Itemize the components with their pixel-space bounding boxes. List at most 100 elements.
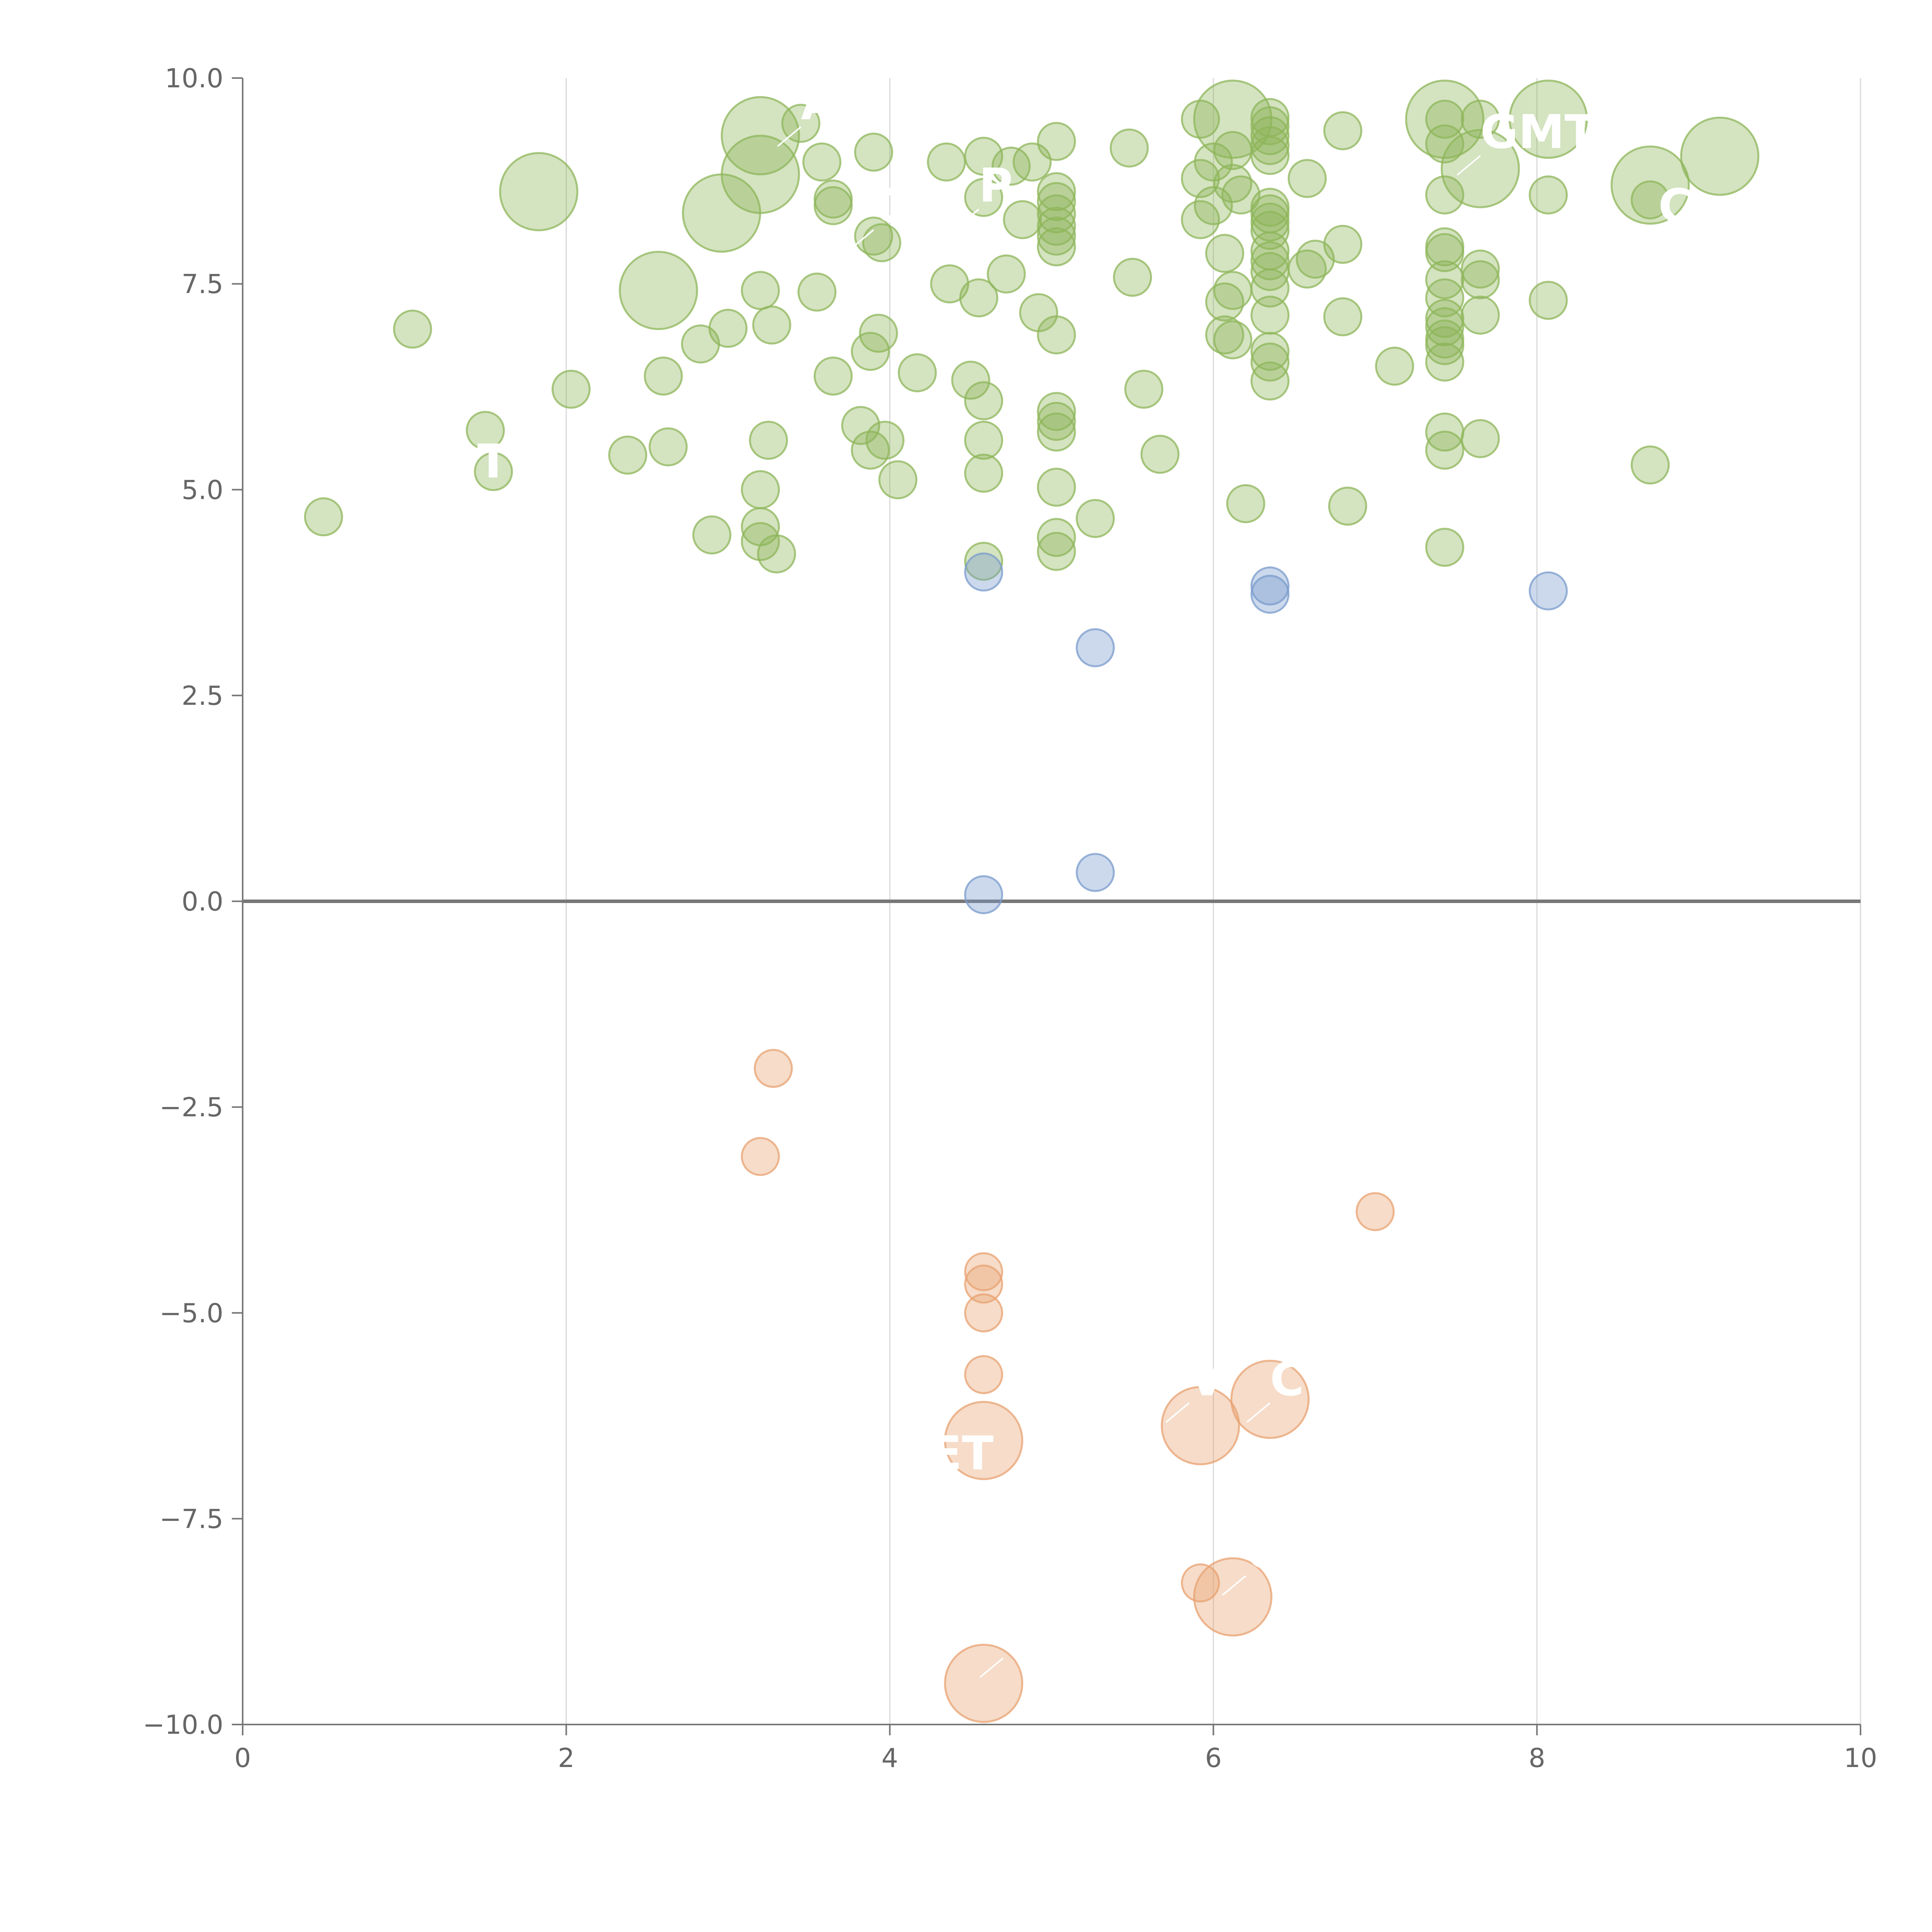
bubble-green (1003, 200, 1042, 239)
bubble-green (986, 254, 1026, 294)
bubble-green (1287, 159, 1327, 198)
bubble-green (1323, 297, 1362, 337)
bubble-green (1461, 419, 1500, 458)
bubble-green (1529, 281, 1568, 320)
bubble-green (1250, 211, 1290, 250)
bubble-green (927, 142, 966, 182)
bubble-orange (964, 1264, 1003, 1304)
bubble-green (1425, 326, 1464, 365)
bubble-green (1037, 216, 1076, 256)
bubble-green (1213, 271, 1252, 310)
bubble-orange (753, 1049, 793, 1088)
bubble-green (648, 427, 688, 466)
bubble-green (964, 454, 1003, 493)
y-tick-label: −2.5 (160, 1092, 223, 1123)
label-leader-line (1165, 1402, 1190, 1423)
bubble-green (1529, 175, 1568, 215)
bubble-green (752, 305, 791, 345)
x-tick-label: 8 (1529, 1743, 1545, 1774)
bubble-green (708, 309, 748, 348)
bubble-green (1213, 131, 1252, 170)
bubble-green (304, 497, 343, 537)
bubbles (304, 80, 1760, 1723)
bubble-orange (944, 1401, 1024, 1480)
y-tick-label: 10.0 (165, 63, 223, 94)
bubble-green (964, 381, 1003, 420)
bubble-green (1425, 342, 1464, 382)
bubble-orange (1181, 1563, 1220, 1603)
bubble-green (1461, 249, 1500, 289)
bubble-green (841, 406, 880, 445)
bubble-green (1213, 320, 1252, 359)
bubble-green (1194, 142, 1233, 182)
bubble-orange (1193, 1557, 1272, 1637)
bubble-green (1328, 486, 1367, 526)
x-tick-label: 4 (881, 1743, 898, 1774)
bubble-green (749, 420, 788, 460)
bubble-green (741, 271, 780, 310)
bubble-green (619, 251, 698, 330)
bubble-blue (1076, 853, 1115, 892)
bubble-green (1037, 532, 1076, 571)
bubble-green (1140, 435, 1180, 474)
bubble-green (1037, 227, 1076, 267)
bubble-green (1205, 234, 1245, 273)
bubble-green (608, 435, 648, 475)
bubble-green (692, 515, 731, 554)
label-leader-line (1222, 1575, 1247, 1596)
bubble-green (1037, 392, 1076, 431)
bubble-green (1631, 180, 1670, 219)
bubble-green (1037, 194, 1076, 234)
bubble-green (1425, 430, 1464, 470)
bubble-green (474, 452, 513, 491)
x-tick-label: 2 (558, 1743, 575, 1774)
bubble-green (1461, 100, 1500, 139)
label-leader-line (777, 126, 801, 147)
bubble-blue (1250, 575, 1290, 614)
bubble-green (898, 353, 937, 393)
bubble-green (1221, 175, 1260, 215)
axes (232, 77, 1861, 1735)
bubble-green (813, 356, 853, 396)
bubble-green (1425, 527, 1464, 567)
bubble-green (466, 411, 505, 450)
bubble-blue (964, 875, 1003, 914)
bubble-green (851, 430, 890, 470)
bubble-label: P (979, 159, 1013, 213)
bubble-green (1037, 315, 1076, 355)
bubble-green (951, 361, 990, 400)
bubble-green (1425, 299, 1464, 338)
label-leader-line (850, 229, 874, 250)
bubble-green (1205, 282, 1245, 321)
bubble-green (797, 272, 837, 312)
bubble-orange (1161, 1386, 1240, 1466)
label-leader-line (1246, 1402, 1271, 1423)
y-tick-label: −5.0 (160, 1298, 223, 1329)
bubble-green (1250, 361, 1290, 401)
bubble-blue (1529, 571, 1568, 611)
bubble-green (721, 134, 800, 214)
x-tick-label: 10 (1844, 1743, 1878, 1774)
bubble-green (1461, 296, 1500, 335)
bubble-green (959, 278, 998, 318)
label-leader-line (453, 484, 478, 505)
bubble-blue (964, 552, 1003, 592)
bubble-label: V (1189, 1353, 1225, 1406)
bubble-label: AI (801, 77, 854, 131)
bubble-green (1037, 412, 1076, 452)
bubble-green (1323, 111, 1362, 150)
bubble-green (1425, 278, 1464, 318)
bubble-green (1037, 122, 1076, 161)
bubble-orange (964, 1355, 1003, 1395)
bubble-green (551, 369, 591, 409)
bubble-green (1405, 80, 1485, 159)
bubble-green (1509, 80, 1588, 159)
bubble-green (862, 223, 901, 262)
bubble-green (1124, 369, 1163, 409)
x-tick-label: 0 (234, 1743, 251, 1774)
bubble-green (757, 534, 796, 573)
bubble-label: T (477, 435, 509, 488)
